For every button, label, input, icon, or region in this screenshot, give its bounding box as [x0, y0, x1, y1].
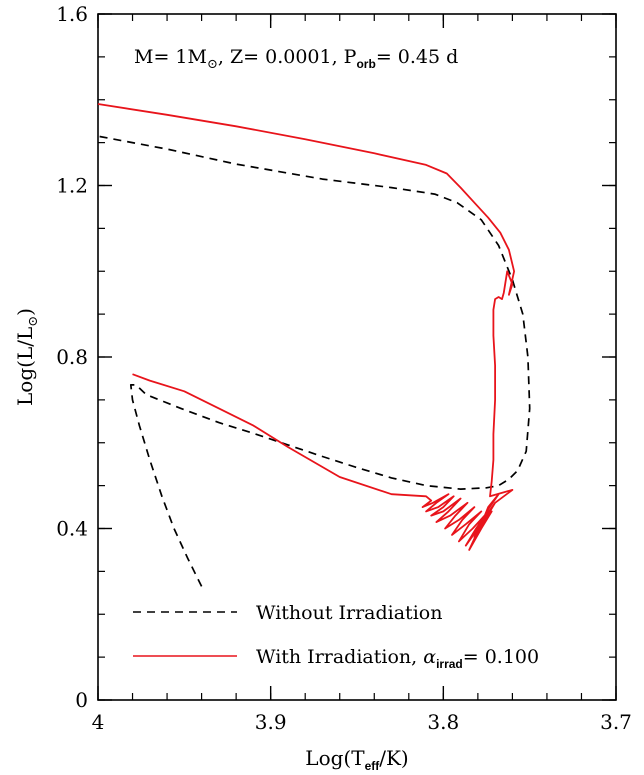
legend: Without Irradiation With Irradiation, αi… — [133, 602, 539, 671]
y-tick-label: 1.2 — [56, 174, 88, 198]
y-axis-label: Log(L/L⊙) — [13, 308, 41, 406]
series-line-without-irradiation — [97, 135, 531, 587]
series-line-with-irradiation — [97, 103, 515, 551]
legend-label-with-irradiation: With Irradiation, αirrad= 0.100 — [256, 646, 539, 671]
axis-tick-labels: 4 3.9 3.8 3.7 0 0.4 0.8 1.2 1.6 — [56, 2, 632, 734]
x-tick-label: 3.8 — [427, 710, 459, 734]
y-tick-label: 0 — [75, 688, 88, 712]
y-tick-label: 1.6 — [56, 2, 88, 26]
series-layer — [97, 103, 531, 587]
x-tick-label: 3.7 — [600, 710, 632, 734]
x-axis-label: Log(Teff/K) — [305, 746, 408, 773]
y-tick-label: 0.8 — [56, 345, 88, 369]
x-tick-label: 3.9 — [255, 710, 287, 734]
axis-ticks — [97, 13, 617, 701]
y-tick-label: 0.4 — [56, 517, 88, 541]
legend-label-without-irradiation: Without Irradiation — [256, 602, 442, 624]
chart-annotation: M= 1M⊙, Z= 0.0001, Porb= 0.45 d — [134, 46, 458, 72]
x-tick-label: 4 — [92, 710, 105, 734]
